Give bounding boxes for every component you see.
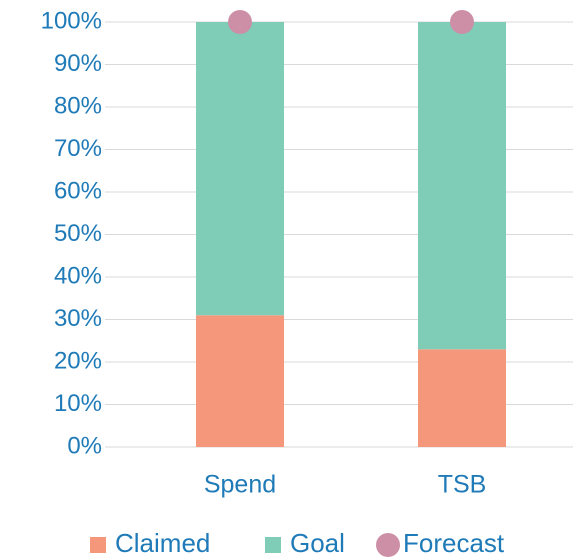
y-tick-label: 70%	[54, 135, 102, 162]
legend-label: Goal	[290, 528, 345, 558]
y-tick-label: 40%	[54, 262, 102, 289]
legend-swatch	[90, 537, 106, 553]
legend-swatch	[265, 537, 281, 553]
y-tick-label: 0%	[67, 432, 102, 459]
y-tick-label: 100%	[41, 7, 102, 34]
x-tick-label: Spend	[204, 471, 276, 499]
forecast-marker	[228, 10, 252, 34]
legend-swatch	[376, 533, 400, 557]
forecast-marker	[450, 10, 474, 34]
y-tick-label: 10%	[54, 390, 102, 417]
y-tick-label: 20%	[54, 347, 102, 374]
bar-segment	[418, 22, 506, 350]
legend-label: Claimed	[115, 528, 210, 558]
y-tick-label: 30%	[54, 305, 102, 332]
y-tick-label: 50%	[54, 220, 102, 247]
y-tick-label: 80%	[54, 92, 102, 119]
bar-segment	[196, 22, 284, 316]
legend-label: Forecast	[403, 528, 505, 558]
x-tick-label: TSB	[438, 471, 487, 499]
bar-segment	[418, 349, 506, 447]
y-tick-label: 90%	[54, 50, 102, 77]
bar-segment	[196, 315, 284, 447]
y-tick-label: 60%	[54, 177, 102, 204]
